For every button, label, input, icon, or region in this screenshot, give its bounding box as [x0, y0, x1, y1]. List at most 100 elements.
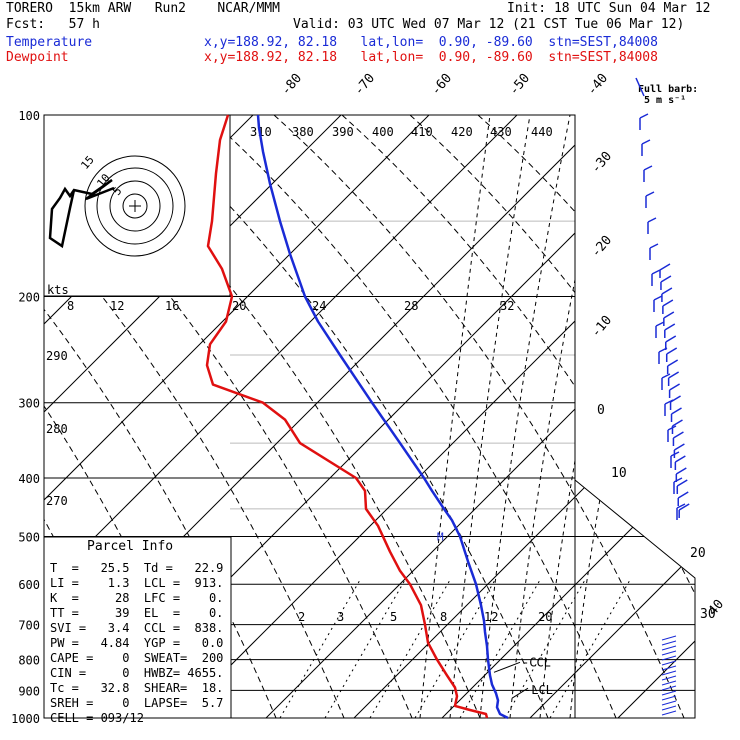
- theta-label: 420: [451, 125, 473, 139]
- sounding-line-temperature: [256, 114, 509, 720]
- moist-adiabat-line: [419, 115, 491, 718]
- isotherm-label: 10: [611, 466, 627, 481]
- mixing-ratio-label: 28: [404, 299, 418, 313]
- wind-barb: [678, 503, 690, 518]
- mixing-ratio-line: [504, 579, 586, 718]
- wind-barb: [665, 347, 678, 362]
- wind-barb: [661, 700, 677, 706]
- sounding-line-dewpoint: [205, 114, 489, 719]
- wind-barb: [661, 665, 677, 671]
- model-title: TORERO 15km ARW Run2 NCAR/MMM: [6, 1, 280, 16]
- isotherm-label: -30: [589, 149, 616, 177]
- lcl-marker: [511, 687, 529, 699]
- parcel-line: K = 28 LFC = 0.: [50, 591, 224, 605]
- wind-barbs: [635, 77, 690, 716]
- theta-label: 410: [411, 125, 433, 139]
- mixing-ratio-label: 20: [538, 610, 552, 624]
- mixing-ratio-label: 16: [165, 299, 179, 313]
- mixing-ratio-label: 5: [390, 610, 397, 624]
- wind-barb: [671, 419, 683, 434]
- parcel-line: CAPE = 0 SWEAT= 200: [50, 651, 224, 665]
- forecast-hour: Fcst: 57 h: [6, 17, 100, 32]
- dry-adiabat-line: [477, 115, 695, 718]
- mixing-ratio-label: 3: [337, 610, 344, 624]
- isotherm-line: [44, 115, 477, 718]
- wind-barb: [676, 503, 686, 520]
- dewpoint-legend: Dewpoint: [6, 50, 69, 65]
- wind-barb: [661, 645, 677, 651]
- wind-barb: [661, 655, 677, 661]
- theta-label: 400: [372, 125, 394, 139]
- isotherm-label: -50: [507, 71, 534, 99]
- hodograph-ring: [96, 167, 174, 245]
- mixing-ratio-label: 24: [312, 299, 326, 313]
- hodograph-ring: [122, 193, 148, 219]
- parcel-line: LI = 1.3 LCL = 913.: [50, 576, 224, 590]
- mixing-ratio-line: [414, 579, 496, 718]
- wind-barb: [675, 467, 687, 482]
- moist-adiabat-line: [449, 115, 531, 718]
- wind-barb: [673, 443, 685, 458]
- wind-barb: [651, 269, 661, 286]
- diagram-frame: [43, 114, 576, 719]
- theta-label: 390: [332, 125, 354, 139]
- isotherm-label: 0: [597, 403, 605, 418]
- isotherm-label: -10: [589, 313, 616, 341]
- dry-adiabat-line: [205, 115, 617, 718]
- wind-barb: [655, 321, 665, 338]
- theta-label: 430: [490, 125, 512, 139]
- wind-barb: [661, 685, 677, 691]
- wind-barb: [658, 347, 668, 364]
- theta-label: 440: [531, 125, 553, 139]
- wind-barb: [659, 263, 671, 278]
- mixing-ratio-line: [279, 579, 361, 718]
- wind-barb: [661, 640, 677, 646]
- wind-barb: [649, 243, 659, 260]
- theta-label: 290: [46, 349, 68, 363]
- moist-adiabat-line: [509, 115, 611, 718]
- wind-barb: [661, 695, 677, 701]
- wind-barb: [645, 191, 655, 208]
- pressure-tick-label: 700: [18, 619, 40, 633]
- wind-barb: [672, 431, 684, 446]
- mixing-ratio-label: 8: [440, 610, 447, 624]
- mixing-ratio-line: [549, 579, 631, 718]
- temperature-location: x,y=188.92, 82.18 lat,lon= 0.90, -89.60 …: [204, 35, 658, 50]
- pressure-tick-label: 800: [18, 654, 40, 668]
- mixing-ratio-line: [459, 579, 541, 718]
- init-time: Init: 18 UTC Sun 04 Mar 12: [507, 1, 711, 16]
- wind-barb: [677, 491, 689, 506]
- hodograph-units-label: kts: [47, 283, 69, 297]
- lcl-label: -LCL: [524, 683, 553, 697]
- wind-barb: [662, 299, 674, 314]
- moist-adiabat-line: [479, 115, 571, 718]
- pressure-tick-label: 1000: [11, 712, 40, 726]
- legend-wind-barb: [635, 77, 645, 97]
- wind-barb: [661, 635, 677, 641]
- mixing-ratio-label: 8: [67, 299, 74, 313]
- barb-legend-title: Full barb:: [638, 84, 699, 95]
- wind-barb: [660, 275, 672, 290]
- ccl-marker: [493, 661, 521, 673]
- wind-barb: [661, 670, 677, 676]
- wind-barb: [663, 311, 675, 326]
- parcel-line: PW = 4.84 YGP = 0.0: [50, 636, 224, 650]
- mixing-ratio-line: [324, 579, 406, 718]
- ccl-label: -CCL: [522, 655, 551, 669]
- pressure-tick-label: 200: [18, 291, 40, 305]
- dry-adiabat-line: [341, 115, 695, 718]
- wind-barb: [661, 287, 673, 302]
- mixing-ratio-line: [369, 579, 451, 718]
- background-lines: [43, 114, 696, 719]
- wind-barb: [661, 675, 677, 681]
- parcel-line: TT = 39 EL = 0.: [50, 606, 224, 620]
- wind-barb: [661, 690, 677, 696]
- hodograph-trace: [48, 178, 115, 249]
- isotherm-line: [44, 115, 389, 718]
- mixing-ratio-label: 20: [232, 299, 246, 313]
- theta-label: 280: [46, 422, 68, 436]
- dewpoint-location: x,y=188.92, 82.18 lat,lon= 0.90, -89.60 …: [204, 50, 658, 65]
- pressure-tick-label: 600: [18, 578, 40, 592]
- isotherm-line: [529, 115, 695, 718]
